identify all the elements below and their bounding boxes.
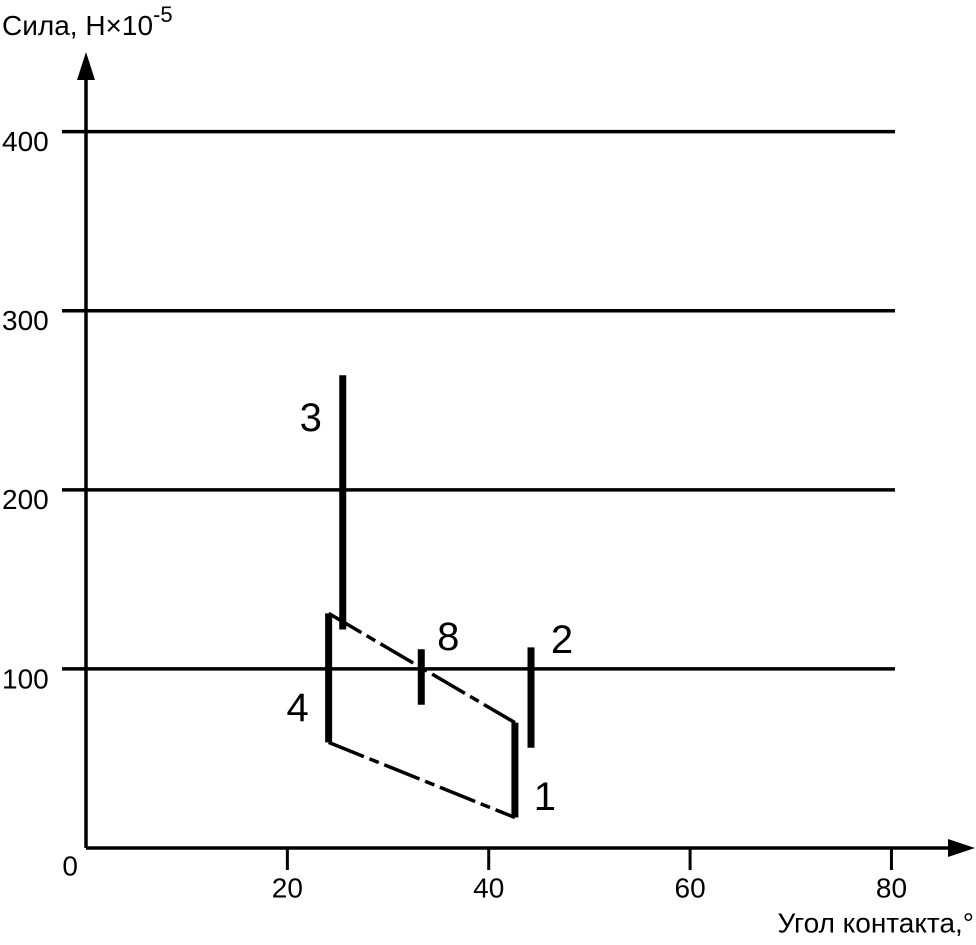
x-tick-label: 0: [62, 850, 78, 881]
y-tick-label: 200: [2, 484, 49, 515]
y-axis-arrow: [77, 52, 95, 80]
y-tick-label: 300: [2, 305, 49, 336]
range-label: 4: [287, 686, 309, 730]
y-label-base: Сила, Н×10: [2, 10, 153, 41]
range-label: 8: [437, 615, 459, 659]
y-tick-label: 400: [2, 126, 49, 157]
range-label: 1: [534, 775, 556, 819]
y-tick-label: 100: [2, 663, 49, 694]
range-label: 3: [300, 396, 322, 440]
x-tick-label: 20: [272, 872, 303, 903]
x-axis-label: Угол контакта,°: [777, 907, 974, 938]
x-tick-label: 40: [473, 872, 504, 903]
dashed-connector: [327, 740, 516, 820]
x-tick-label: 80: [876, 872, 907, 903]
y-label-exponent: -5: [153, 2, 173, 27]
x-tick-label: 60: [675, 872, 706, 903]
x-axis-arrow: [948, 839, 975, 857]
y-axis-label: Сила, Н×10-5: [2, 2, 173, 42]
range-label: 2: [551, 618, 573, 662]
